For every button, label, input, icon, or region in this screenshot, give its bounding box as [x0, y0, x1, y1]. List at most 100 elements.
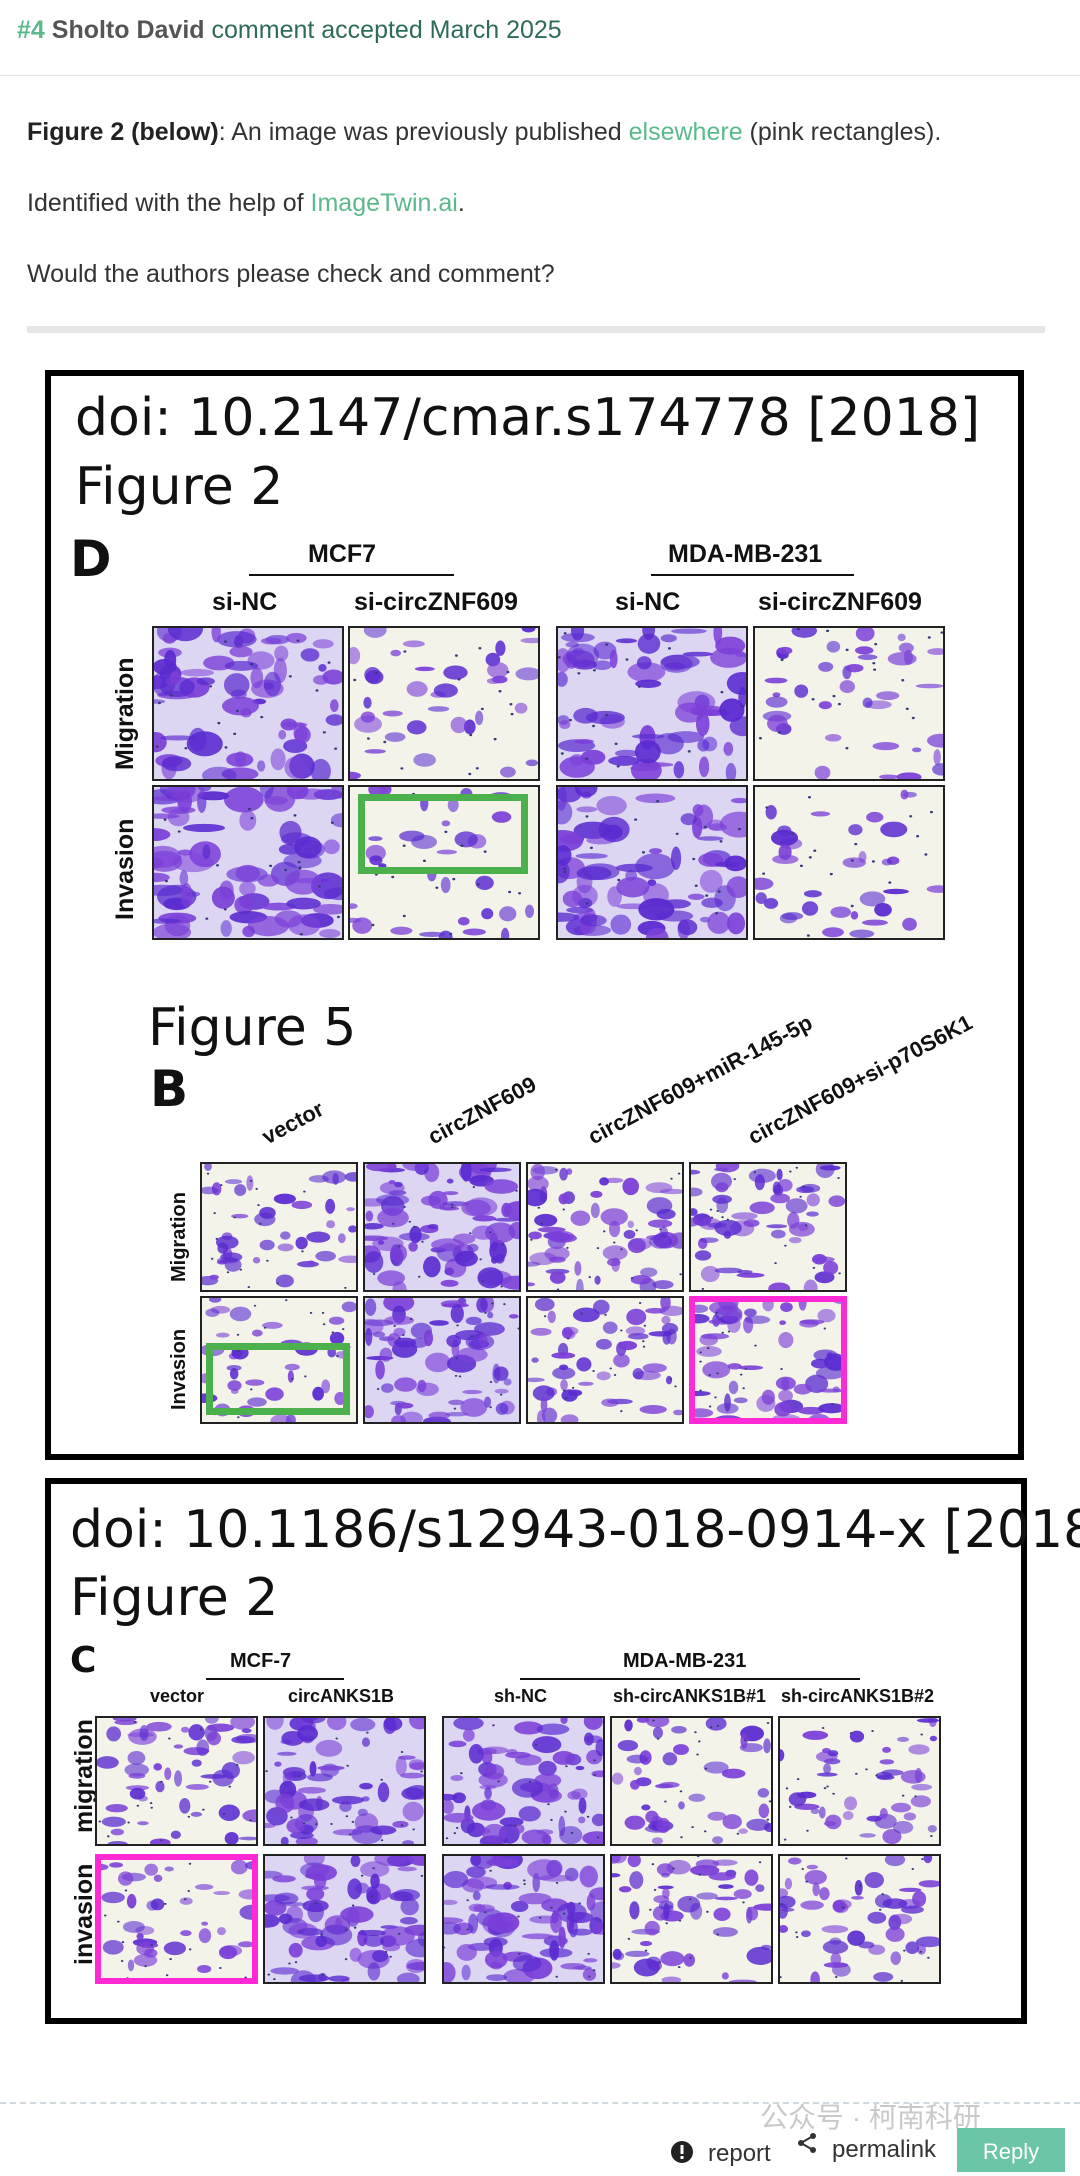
micrograph-thumb	[610, 1716, 773, 1846]
micrograph-texture	[780, 1856, 939, 1982]
alert-icon[interactable]	[670, 2140, 694, 2164]
group-bracket	[651, 574, 854, 576]
col-label: circANKS1B	[288, 1686, 395, 1706]
report-link[interactable]: report	[708, 2140, 771, 2167]
comment-text: .	[457, 189, 465, 217]
col-label: si-NC	[615, 588, 681, 616]
comment-line-1: Figure 2 (below): An image was previousl…	[27, 118, 941, 147]
micrograph-texture	[558, 787, 746, 938]
micrograph-thumb	[442, 1716, 605, 1846]
micrograph-thumb	[556, 785, 748, 940]
micrograph-thumb	[778, 1716, 941, 1846]
micrograph-texture	[755, 628, 943, 779]
col-label: sh-NC	[494, 1686, 547, 1706]
micrograph-thumb	[348, 626, 540, 781]
group-label-mcf7: MCF7	[308, 540, 377, 568]
micrograph-texture	[612, 1718, 771, 1844]
micrograph-texture	[202, 1298, 356, 1422]
micrograph-thumb	[778, 1854, 941, 1984]
comment-line-3: Would the authors please check and comme…	[27, 260, 555, 288]
micrograph-thumb	[263, 1854, 426, 1984]
micrograph-texture	[365, 1298, 519, 1422]
micrograph-thumb	[526, 1162, 684, 1292]
micrograph-thumb	[556, 626, 748, 781]
group-bracket	[520, 1678, 860, 1680]
panel-letter-d: D	[70, 530, 112, 588]
micrograph-texture	[350, 787, 538, 938]
micrograph-texture	[612, 1856, 771, 1982]
micrograph-thumb	[200, 1162, 358, 1292]
green-highlight-box	[206, 1343, 350, 1415]
micrograph-texture	[691, 1164, 845, 1290]
figure-title-1: Figure 2	[75, 457, 284, 517]
doi-title-1: doi: 10.2147/cmar.s174778 [2018]	[75, 388, 981, 448]
comment-author[interactable]: Sholto David	[51, 16, 205, 44]
pink-highlight-box	[95, 1854, 258, 1984]
group-label-mda: MDA-MB-231	[668, 540, 823, 568]
comment-status: comment accepted March 2025	[211, 16, 562, 44]
micrograph-thumb	[610, 1854, 773, 1984]
figure-reference: Figure 2 (below)	[27, 118, 219, 146]
micrograph-thumb	[753, 785, 945, 940]
micrograph-thumb	[95, 1716, 258, 1846]
micrograph-texture	[265, 1856, 424, 1982]
comment-header-line: #4 Sholto David comment accepted March 2…	[17, 16, 562, 45]
share-icon[interactable]	[795, 2131, 819, 2155]
row-label: Migration	[111, 657, 139, 771]
micrograph-texture	[97, 1718, 256, 1844]
comment-number[interactable]: #4	[17, 16, 45, 44]
col-label: si-NC	[212, 588, 278, 616]
micrograph-thumb	[753, 626, 945, 781]
panel-letter-b: B	[150, 1060, 189, 1118]
comment-footer	[0, 2102, 1080, 2174]
imagetwin-link[interactable]: ImageTwin.ai	[310, 189, 458, 217]
row-label: Invasion	[111, 818, 139, 920]
micrograph-texture	[202, 1164, 356, 1290]
micrograph-texture	[691, 1298, 845, 1422]
micrograph-texture	[444, 1856, 603, 1982]
micrograph-thumb	[363, 1162, 521, 1292]
row-label: Invasion	[168, 1328, 190, 1410]
micrograph-thumb	[348, 785, 540, 940]
watermark: 公众号 · 柯南科研	[760, 2102, 981, 2133]
micrograph-texture	[528, 1298, 682, 1422]
green-highlight-box	[358, 794, 528, 874]
comment-line-2: Identified with the help of ImageTwin.ai…	[27, 189, 465, 218]
comment-header: #4 Sholto David comment accepted March 2…	[0, 0, 1080, 76]
micrograph-thumb	[200, 1296, 358, 1424]
figure-title-2: Figure 2	[70, 1568, 279, 1628]
micrograph-texture	[444, 1718, 603, 1844]
comment-text: (pink rectangles).	[742, 118, 942, 146]
group-label-mcf7: MCF-7	[230, 1650, 292, 1672]
reply-button[interactable]: Reply	[957, 2128, 1065, 2172]
panel-letter-c: C	[70, 1640, 97, 1681]
micrograph-thumb	[689, 1296, 847, 1424]
micrograph-texture	[350, 628, 538, 779]
comment-text: Identified with the help of	[27, 189, 311, 217]
col-label: si-circZNF609	[354, 588, 518, 616]
elsewhere-link[interactable]: elsewhere	[628, 118, 743, 146]
col-label: sh-circANKS1B#1	[613, 1686, 767, 1706]
micrograph-thumb	[95, 1854, 258, 1984]
col-label: si-circZNF609	[758, 588, 922, 616]
micrograph-texture	[154, 787, 342, 938]
micrograph-texture	[780, 1718, 939, 1844]
micrograph-texture	[154, 628, 342, 779]
col-label: sh-circANKS1B#2	[781, 1686, 935, 1706]
pink-highlight-box	[689, 1296, 847, 1424]
micrograph-thumb	[152, 626, 344, 781]
micrograph-thumb	[526, 1296, 684, 1424]
permalink-link[interactable]: permalink	[832, 2136, 937, 2163]
micrograph-thumb	[263, 1716, 426, 1846]
group-label-mda: MDA-MB-231	[623, 1650, 747, 1672]
micrograph-texture	[755, 787, 943, 938]
group-bracket	[206, 1678, 344, 1680]
doi-title-2: doi: 10.1186/s12943-018-0914-x [2018]	[70, 1500, 1080, 1560]
col-label: vector	[150, 1686, 205, 1706]
micrograph-thumb	[152, 785, 344, 940]
divider	[27, 326, 1045, 333]
micrograph-texture	[97, 1856, 256, 1982]
micrograph-thumb	[689, 1162, 847, 1292]
figure5-title: Figure 5	[148, 998, 357, 1058]
group-bracket	[249, 574, 454, 576]
